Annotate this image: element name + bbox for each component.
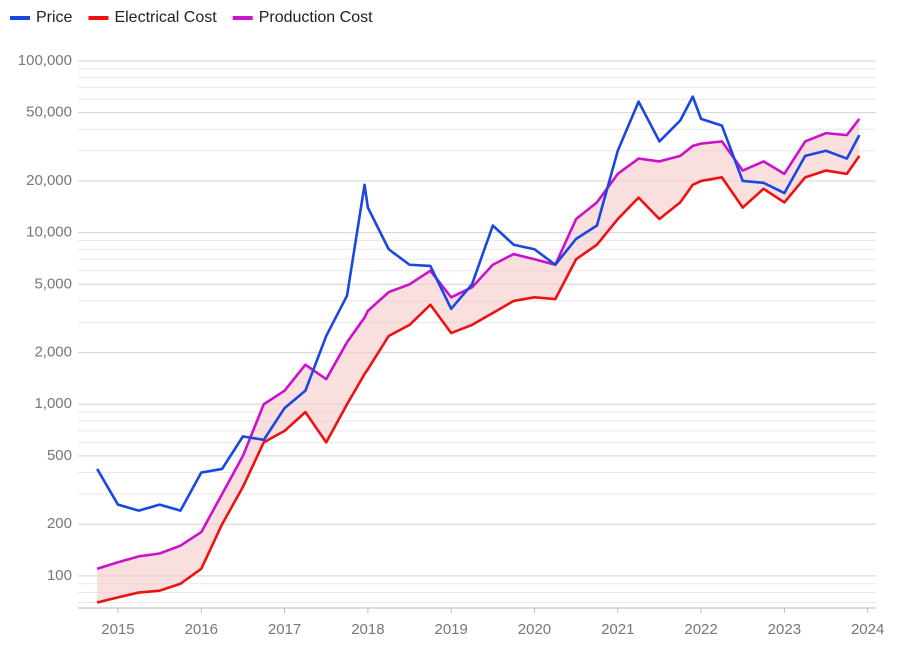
series-line xyxy=(96,155,861,604)
series-line xyxy=(96,95,861,512)
cost-band xyxy=(97,118,860,603)
legend-label: Production Cost xyxy=(259,9,373,26)
y-tick-label: 20,000 xyxy=(26,172,72,189)
y-tick-label: 2,000 xyxy=(34,344,72,361)
y-tick-label: 1,000 xyxy=(34,395,72,412)
y-tick-label: 200 xyxy=(47,515,72,532)
x-tick-label: 2018 xyxy=(351,621,384,638)
legend-label: Electrical Cost xyxy=(114,9,217,26)
x-tick-label: 2020 xyxy=(518,621,551,638)
x-tick-label: 2021 xyxy=(601,621,634,638)
x-tick-label: 2015 xyxy=(101,621,134,638)
x-tick-label: 2023 xyxy=(768,621,801,638)
y-tick-label: 5,000 xyxy=(34,275,72,292)
x-tick-label: 2019 xyxy=(434,621,467,638)
y-tick-label: 100 xyxy=(47,567,72,584)
legend-label: Price xyxy=(36,9,73,26)
x-tick-label: 2016 xyxy=(185,621,218,638)
y-tick-label: 100,000 xyxy=(18,52,72,69)
x-tick-label: 2024 xyxy=(851,621,884,638)
x-tick-label: 2017 xyxy=(268,621,301,638)
y-tick-label: 500 xyxy=(47,447,72,464)
y-tick-label: 10,000 xyxy=(26,224,72,241)
x-tick-label: 2022 xyxy=(684,621,717,638)
y-tick-label: 50,000 xyxy=(26,104,72,121)
